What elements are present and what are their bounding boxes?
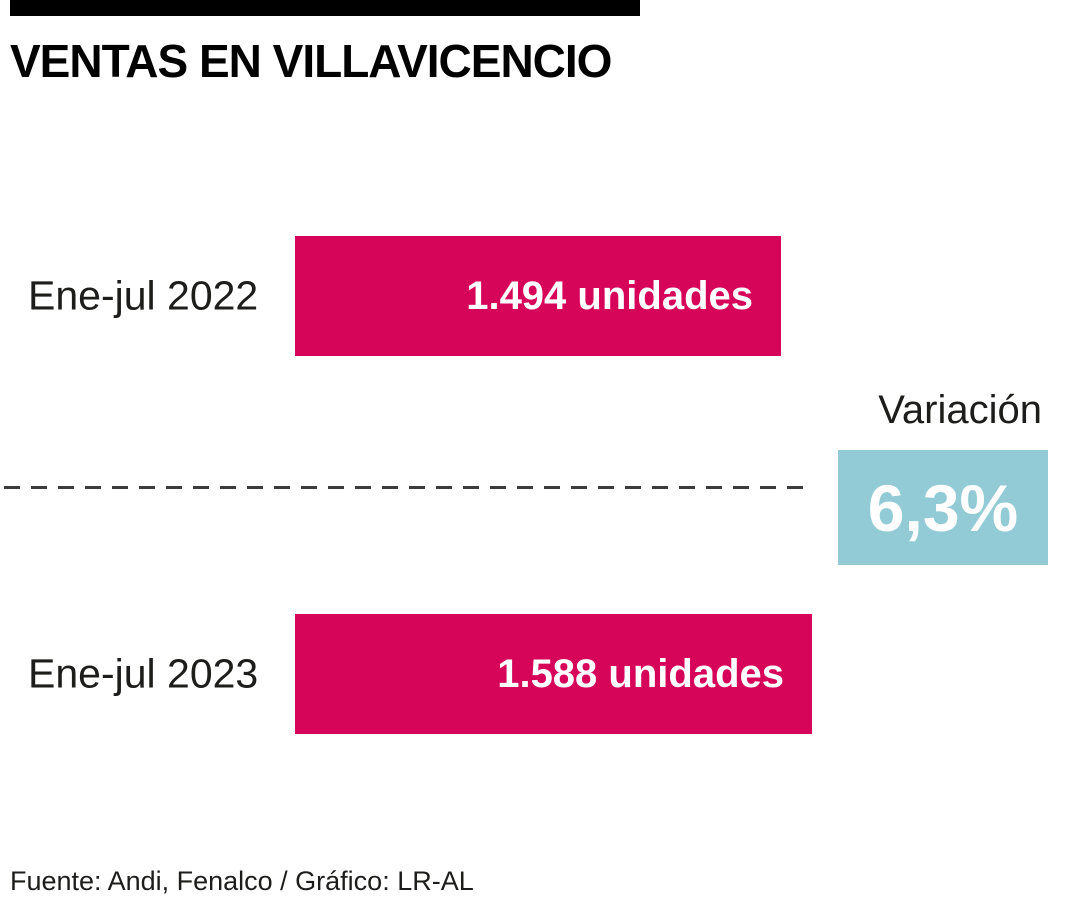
bar-value-label-2022: 1.494 unidades: [466, 273, 753, 318]
bar-row-2023: Ene-jul 2023 1.588 unidades: [0, 614, 1080, 734]
chart-title: VENTAS EN VILLAVICENCIO: [10, 35, 612, 87]
bar-value-label-2023: 1.588 unidades: [497, 651, 784, 696]
value-bar-2023: 1.588 unidades: [295, 614, 812, 734]
bar-row-2022: Ene-jul 2022 1.494 unidades: [0, 236, 1080, 356]
title-accent-bar: [10, 0, 640, 16]
category-label-2022: Ene-jul 2022: [28, 272, 259, 319]
value-bar-2022: 1.494 unidades: [295, 236, 781, 356]
variation-value: 6,3%: [867, 470, 1019, 545]
dashed-divider: [4, 486, 810, 489]
source-caption: Fuente: Andi, Fenalco / Gráfico: LR-AL: [10, 866, 474, 896]
variation-box: 6,3%: [838, 450, 1048, 565]
category-label-2023: Ene-jul 2023: [28, 650, 259, 697]
variation-caption: Variación: [878, 388, 1042, 432]
